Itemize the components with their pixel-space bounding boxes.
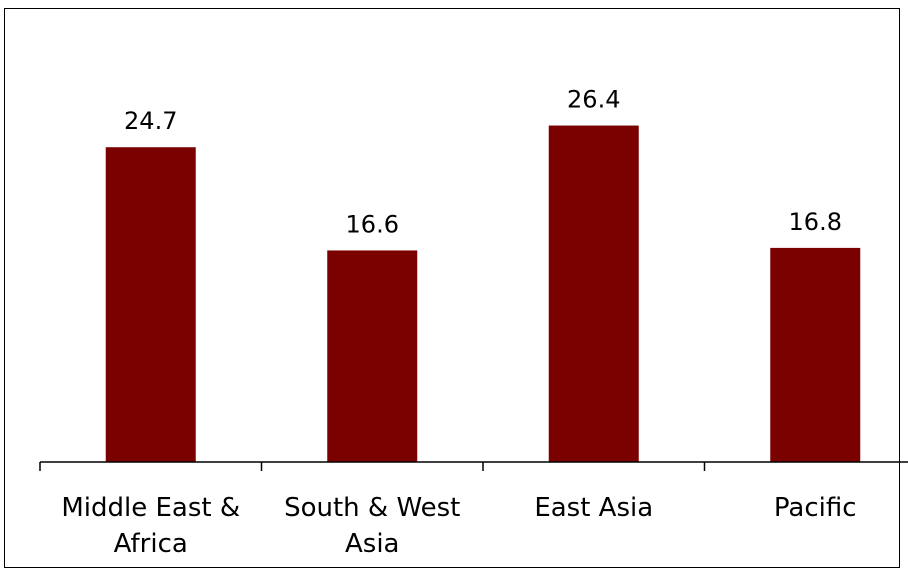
bar — [327, 250, 418, 462]
category-label-line: East Asia — [534, 493, 653, 523]
category-label: East Asia — [534, 493, 653, 523]
bar-value-label: 16.8 — [789, 208, 842, 236]
category-label-line: Africa — [114, 529, 188, 555]
category-label-line: Middle East & — [61, 493, 240, 523]
bar-value-label: 26.4 — [567, 86, 620, 114]
bar-value-label: 16.6 — [346, 210, 399, 238]
bar-chart: 24.7 16.6 26.4 16.8 Middle East & Africa Sout… — [39, 86, 908, 555]
category-labels-group: Middle East & Africa South & West Asia East … — [61, 493, 856, 555]
category-label: Middle East & Africa — [61, 493, 240, 555]
value-labels-group: 24.7 16.6 26.4 16.8 — [124, 86, 842, 239]
x-ticks-group — [39, 462, 706, 471]
category-label-line: South & West — [284, 493, 460, 523]
category-label: Pacific — [774, 493, 857, 523]
bars-group — [105, 125, 861, 462]
category-label-line: Asia — [345, 529, 400, 555]
bar — [548, 125, 639, 462]
bar — [770, 247, 861, 462]
category-label: South & West Asia — [284, 493, 460, 555]
bar-value-label: 24.7 — [124, 107, 177, 135]
category-label-line: Pacific — [774, 493, 857, 523]
bar — [105, 147, 196, 462]
